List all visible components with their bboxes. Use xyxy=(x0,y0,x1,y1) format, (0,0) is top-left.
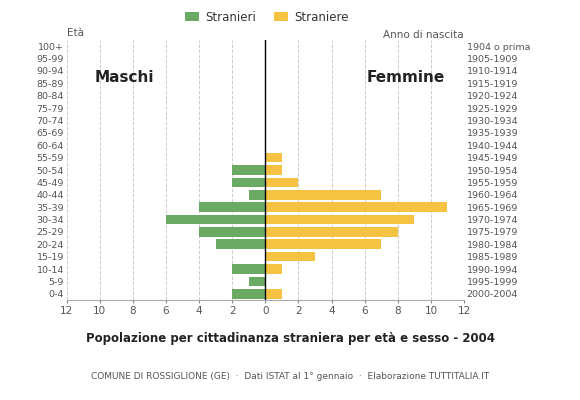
Bar xyxy=(266,240,381,249)
Bar xyxy=(232,264,266,274)
Bar xyxy=(266,264,282,274)
Bar xyxy=(266,289,282,299)
Text: Femmine: Femmine xyxy=(367,70,445,85)
Text: Maschi: Maschi xyxy=(95,70,154,85)
Bar xyxy=(232,289,266,299)
Bar xyxy=(266,190,381,200)
Bar xyxy=(199,227,266,237)
Bar xyxy=(266,165,282,175)
Bar xyxy=(266,227,398,237)
Bar xyxy=(249,277,266,286)
Text: Popolazione per cittadinanza straniera per età e sesso - 2004: Popolazione per cittadinanza straniera p… xyxy=(85,332,495,345)
Text: Età: Età xyxy=(67,28,84,38)
Legend: Stranieri, Straniere: Stranieri, Straniere xyxy=(180,6,353,28)
Bar xyxy=(232,165,266,175)
Bar xyxy=(249,190,266,200)
Bar xyxy=(216,240,266,249)
Bar xyxy=(266,153,282,162)
Bar xyxy=(266,202,447,212)
Bar xyxy=(166,215,266,224)
Bar xyxy=(266,178,299,187)
Bar xyxy=(266,252,315,262)
Text: Anno di nascita: Anno di nascita xyxy=(383,30,464,40)
Bar xyxy=(266,215,414,224)
Bar xyxy=(232,178,266,187)
Bar xyxy=(199,202,266,212)
Text: COMUNE DI ROSSIGLIONE (GE)  ·  Dati ISTAT al 1° gennaio  ·  Elaborazione TUTTITA: COMUNE DI ROSSIGLIONE (GE) · Dati ISTAT … xyxy=(91,372,489,381)
